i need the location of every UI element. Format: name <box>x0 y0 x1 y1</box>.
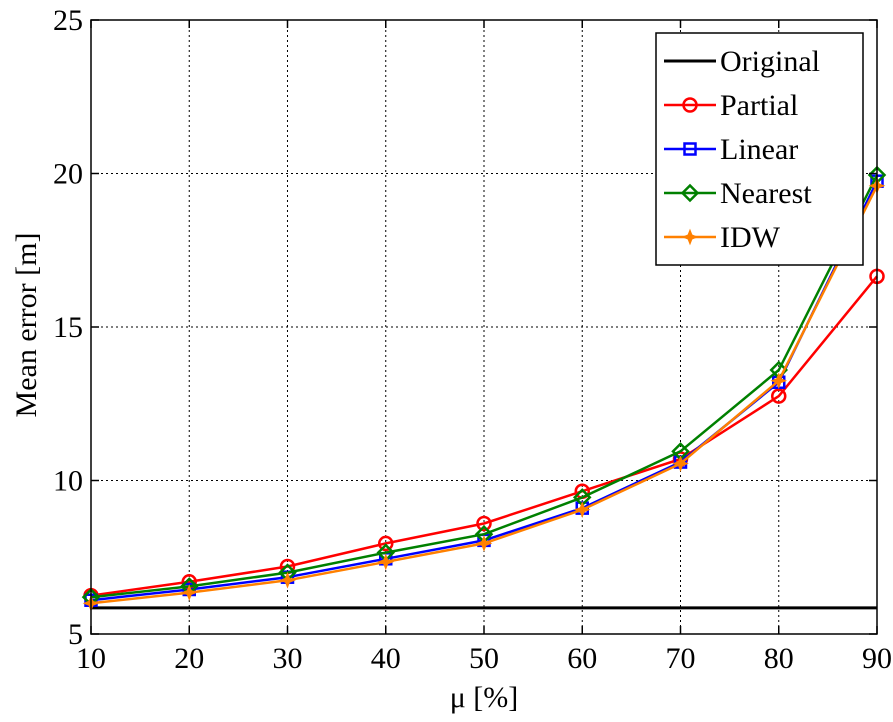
legend-label-original: Original <box>720 45 820 78</box>
x-tick-label: 40 <box>371 642 401 675</box>
x-tick-label: 80 <box>764 642 794 675</box>
data-point-idw <box>180 584 198 601</box>
x-tick-label: 10 <box>76 642 106 675</box>
x-tick-label: 30 <box>273 642 303 675</box>
data-point-idw <box>475 535 493 552</box>
x-tick-label: 20 <box>174 642 204 675</box>
tick-marks <box>90 19 878 635</box>
y-tick-labels: 5 10 15 20 25 <box>53 4 83 651</box>
y-tick-label: 25 <box>53 4 83 37</box>
y-tick-label: 20 <box>53 158 83 191</box>
series-line-nearest <box>90 174 879 599</box>
data-point-idw <box>770 372 788 390</box>
series-group <box>81 165 887 612</box>
data-point-idw <box>573 501 591 519</box>
legend-label-linear: Linear <box>720 133 798 166</box>
legend-label-partial: Partial <box>720 89 798 122</box>
x-tick-label: 70 <box>666 642 696 675</box>
y-axis-label: Mean error [m] <box>10 233 43 418</box>
y-tick-label: 15 <box>53 311 83 344</box>
x-tick-label: 60 <box>567 642 597 675</box>
data-point-partial <box>378 535 394 552</box>
legend-marker-partial <box>682 97 698 113</box>
data-point-idw <box>279 571 296 589</box>
x-axis-label: μ [%] <box>450 681 519 714</box>
data-point-partial <box>771 388 787 404</box>
y-tick-label: 5 <box>68 618 83 651</box>
legend: Original Partial Linear Nearest IDW <box>655 32 864 266</box>
x-tick-label: 50 <box>469 642 499 675</box>
legend-marker-linear <box>683 142 697 156</box>
x-tick-labels: 10 20 30 40 50 60 70 80 90 <box>76 642 892 675</box>
legend-label-nearest: Nearest <box>720 177 812 210</box>
series-line-partial <box>90 275 878 597</box>
y-tick-label: 10 <box>53 465 83 498</box>
legend-label-idw: IDW <box>720 221 781 254</box>
x-tick-label: 90 <box>862 642 892 675</box>
data-point-partial <box>476 515 492 532</box>
grid <box>91 20 877 634</box>
legend-marker-nearest <box>680 183 700 203</box>
legend-marker-idw <box>681 228 699 246</box>
data-point-idw <box>672 455 689 472</box>
data-point-idw <box>377 553 395 571</box>
